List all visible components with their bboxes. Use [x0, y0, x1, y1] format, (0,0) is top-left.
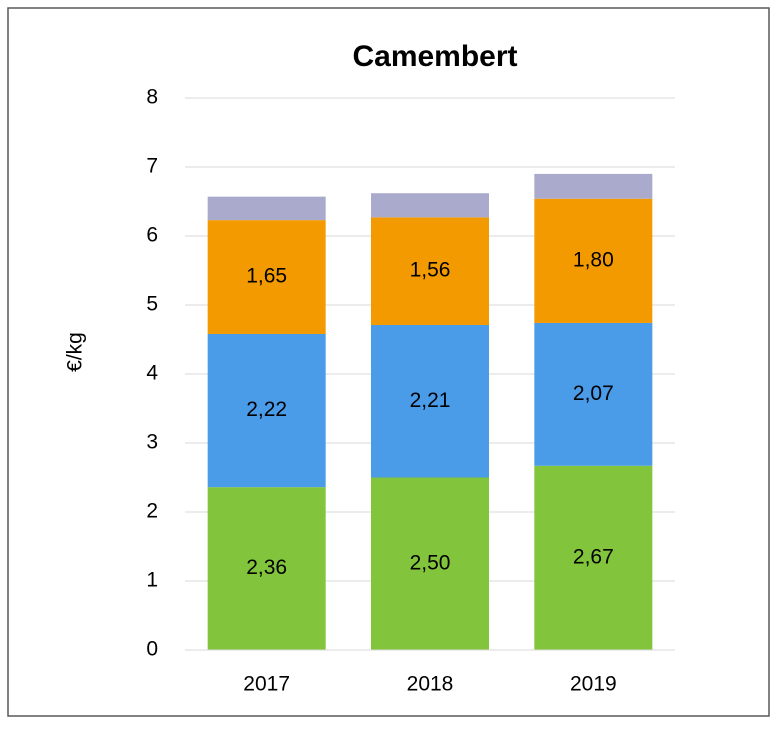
- bar-segment: [207, 220, 326, 334]
- bar-segment: [371, 193, 489, 218]
- y-tick-label: 5: [146, 293, 158, 316]
- x-tick-label: 2019: [570, 673, 617, 696]
- chart-title: Camembert: [352, 40, 517, 73]
- bar-segment: [534, 198, 653, 323]
- bar-segment: [371, 477, 489, 650]
- x-tick-label: 2017: [243, 673, 290, 696]
- data-label: 1,56: [410, 259, 451, 282]
- x-tick-label: 2018: [407, 673, 454, 696]
- y-tick-label: 3: [146, 431, 158, 454]
- y-axis-label: €/kg: [64, 332, 87, 372]
- data-label: 2,07: [573, 382, 614, 405]
- bar-segment: [534, 322, 653, 466]
- data-label: 2,22: [246, 398, 287, 421]
- y-tick-label: 4: [146, 362, 158, 385]
- data-label: 2,21: [410, 389, 451, 412]
- bar-segment: [207, 487, 326, 650]
- bar-segment: [534, 173, 653, 199]
- bar-segment: [534, 465, 653, 650]
- y-tick-label: 6: [146, 224, 158, 247]
- bar-segment: [371, 217, 489, 326]
- data-label: 1,65: [246, 265, 287, 288]
- data-label: 1,80: [573, 248, 614, 271]
- y-tick-label: 1: [146, 569, 158, 592]
- bar-segment: [207, 333, 326, 488]
- y-tick-label: 7: [146, 155, 158, 178]
- bar-segment: [207, 196, 326, 221]
- y-tick-label: 2: [146, 500, 158, 523]
- data-label: 2,36: [246, 556, 287, 579]
- y-tick-label: 8: [146, 86, 158, 109]
- data-label: 2,50: [410, 551, 451, 574]
- y-tick-label: 0: [146, 638, 158, 661]
- data-label: 2,67: [573, 545, 614, 568]
- bar-segment: [371, 325, 489, 478]
